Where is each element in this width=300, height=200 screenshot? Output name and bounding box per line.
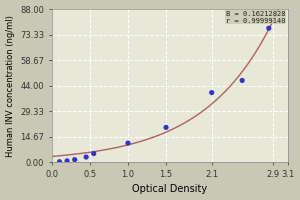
Text: B = 0.16212828
r = 0.99999140: B = 0.16212828 r = 0.99999140 — [226, 11, 286, 24]
Point — [164, 126, 168, 129]
Point — [72, 158, 77, 161]
Point — [266, 27, 271, 30]
Point — [84, 155, 88, 159]
X-axis label: Optical Density: Optical Density — [132, 184, 207, 194]
Point — [57, 160, 62, 163]
Point — [209, 91, 214, 94]
Point — [126, 142, 130, 145]
Point — [65, 159, 70, 162]
Point — [240, 79, 244, 82]
Point — [91, 152, 96, 155]
Y-axis label: Human INV concentration (ng/ml): Human INV concentration (ng/ml) — [6, 15, 15, 157]
